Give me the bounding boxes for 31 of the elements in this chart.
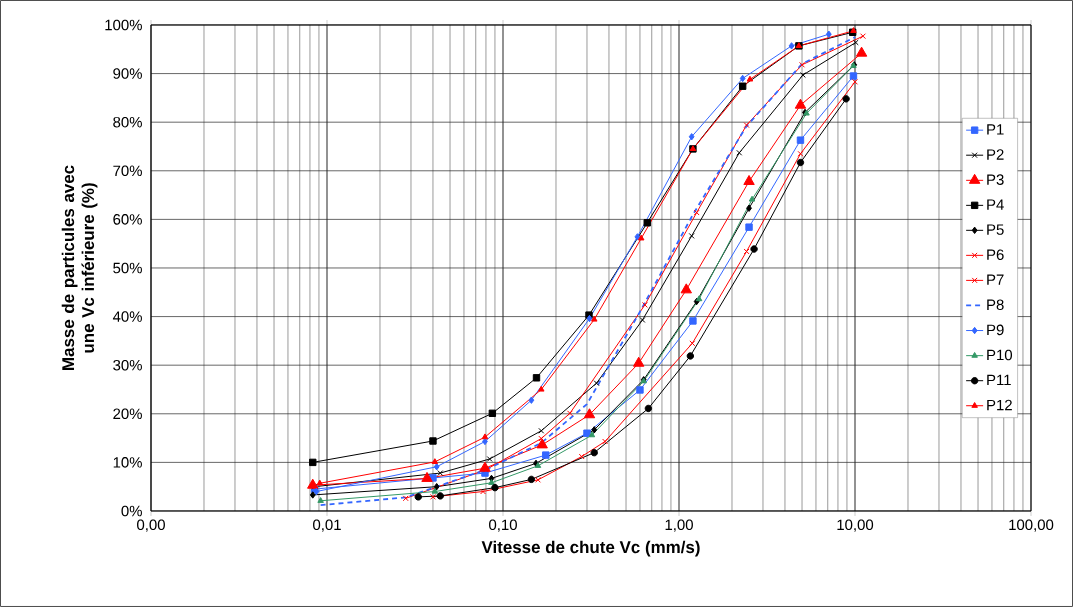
- x-tick-label: 0,00: [137, 519, 165, 532]
- legend-label: P5: [987, 224, 1004, 235]
- y-tick-label: 30%: [113, 359, 142, 371]
- legend-label: P2: [987, 149, 1004, 160]
- legend-label: P4: [987, 199, 1004, 210]
- y-tick-label: 60%: [113, 214, 142, 225]
- legend-label: P1: [987, 124, 1004, 135]
- y-tick-label: 0%: [121, 505, 142, 517]
- legend-label: P3: [987, 174, 1004, 185]
- x-axis-title: Vitesse de chute Vc (mm/s): [481, 540, 700, 557]
- legend-label: P11: [987, 374, 1011, 386]
- x-tick-label: 10,00: [837, 519, 874, 532]
- y-tick-label: 10%: [113, 457, 142, 468]
- y-tick-label: 80%: [113, 116, 142, 128]
- legend-label: P6: [987, 249, 1004, 260]
- y-axis-title: Masse de particules avec une Vc inférieure (%): [61, 165, 98, 370]
- x-tick-label: 0,10: [489, 519, 517, 532]
- x-tick-label: 1,00: [665, 519, 693, 532]
- y-tick-label: 100%: [105, 19, 142, 31]
- y-tick-label: 90%: [113, 68, 142, 79]
- legend-label: P12: [987, 399, 1012, 411]
- y-tick-label: 20%: [113, 408, 142, 420]
- legend-label: P8: [987, 299, 1004, 311]
- y-tick-label: 40%: [112, 311, 142, 322]
- y-tick-label: 70%: [113, 165, 142, 177]
- x-tick-label: 100,00: [1009, 519, 1054, 532]
- legend-label: P9: [987, 324, 1004, 336]
- x-tick-label: 0,01: [313, 519, 341, 532]
- legend-label: P10: [987, 349, 1013, 361]
- y-tick-label: 50%: [113, 262, 142, 274]
- legend-label: P7: [987, 274, 1004, 285]
